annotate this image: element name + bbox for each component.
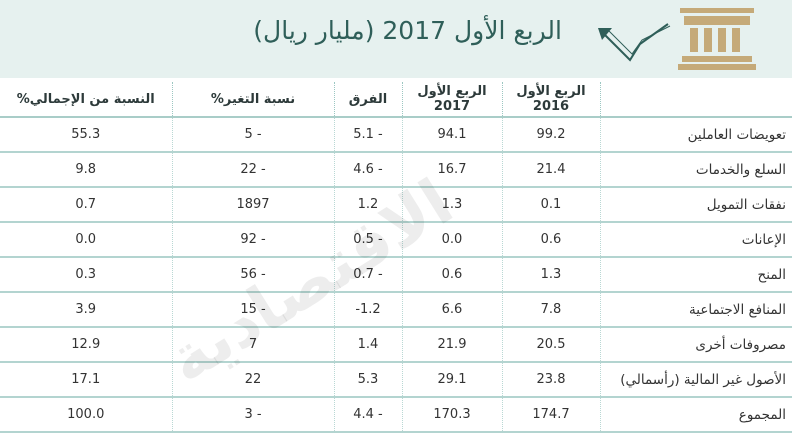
cell-q1-2017: 94.1	[437, 127, 467, 142]
row-label: مصروفات أخرى	[599, 327, 792, 363]
row-label: المجموع	[599, 397, 792, 433]
cell-q1-2016: 0.6	[540, 232, 562, 247]
cell-share-percent: 3.9	[75, 302, 97, 317]
cut-off-title: ▀▀ ▀▀▀▀ ▀ ▀▀▀▀ ▀▀▀ ▀▀▀▀▀▀▀▀▀ ▀▀	[150, 0, 650, 13]
cell-change-percent: 22	[244, 372, 262, 387]
cell-share-percent: 55.3	[71, 127, 101, 142]
cell-share-percent: 12.9	[71, 337, 101, 352]
cell-share-percent: 17.1	[71, 372, 101, 387]
cell-difference: 1.4	[357, 337, 379, 352]
column-header-difference: الفرق	[333, 82, 402, 118]
cell-q1-2016: 23.8	[536, 372, 566, 387]
column-header-change-percent: نسبة التغير%	[171, 82, 334, 118]
table-row-total: المجموع 174.7 170.3 4.4 - 3 - 100.0	[0, 397, 792, 433]
cell-difference: 4.6 -	[353, 162, 383, 177]
cell-share-percent: 100.0	[67, 407, 105, 422]
bank-building-icon	[678, 8, 756, 70]
cell-q1-2016: 1.3	[540, 267, 562, 282]
cell-difference: 5.1 -	[353, 127, 383, 142]
table-row: نفقات التمويل 0.1 1.3 1.2 1897 0.7	[0, 187, 792, 223]
column-header-item	[599, 82, 792, 118]
cell-difference: 5.3	[357, 372, 379, 387]
cell-difference: 4.4 -	[353, 407, 383, 422]
table-row: الأصول غير المالية (رأسمالي) 23.8 29.1 5…	[0, 362, 792, 398]
cell-difference: 1.2	[357, 197, 379, 212]
cell-q1-2017: 170.3	[433, 407, 471, 422]
cell-q1-2016: 21.4	[536, 162, 566, 177]
cell-change-percent: 15 -	[240, 302, 266, 317]
cell-change-percent: 56 -	[240, 267, 266, 282]
column-header-q1-2016: الربع الأول 2016	[501, 82, 600, 118]
budget-table: الربع الأول 2016 الربع الأول 2017 الفرق …	[0, 82, 792, 433]
cell-change-percent: 3 -	[244, 407, 262, 422]
column-header-share-percent: النسبة من الإجمالي%	[0, 82, 172, 118]
cell-q1-2016: 7.8	[540, 302, 562, 317]
header-banner: ▀▀ ▀▀▀▀ ▀ ▀▀▀▀ ▀▀▀ ▀▀▀▀▀▀▀▀▀ ▀▀ الربع ال…	[0, 0, 792, 78]
cell-share-percent: 0.7	[75, 197, 97, 212]
table-row: الإعانات 0.6 0.0 0.5 - 92 - 0.0	[0, 222, 792, 258]
cell-change-percent: 7	[248, 337, 258, 352]
cell-q1-2017: 21.9	[437, 337, 467, 352]
cell-difference: 0.7 -	[353, 267, 383, 282]
cell-q1-2016: 0.1	[540, 197, 562, 212]
row-label: المنح	[599, 257, 792, 293]
cell-share-percent: 0.0	[75, 232, 97, 247]
cell-share-percent: 9.8	[75, 162, 97, 177]
row-label: المنافع الاجتماعية	[599, 292, 792, 328]
cell-difference: 0.5 -	[353, 232, 383, 247]
cell-q1-2017: 6.6	[441, 302, 463, 317]
cell-difference: -1.2	[355, 302, 381, 317]
table-row: تعويضات العاملين 99.2 94.1 5.1 - 5 - 55.…	[0, 117, 792, 153]
table-row: المنح 1.3 0.6 0.7 - 56 - 0.3	[0, 257, 792, 293]
row-label: الإعانات	[599, 222, 792, 258]
cell-q1-2017: 1.3	[441, 197, 463, 212]
row-label: الأصول غير المالية (رأسمالي)	[599, 362, 792, 398]
growth-arrow-icon	[598, 23, 671, 62]
cell-change-percent: 5 -	[244, 127, 262, 142]
table-row: مصروفات أخرى 20.5 21.9 1.4 7 12.9	[0, 327, 792, 363]
table-row: السلع والخدمات 21.4 16.7 4.6 - 22 - 9.8	[0, 152, 792, 188]
column-header-q1-2017: الربع الأول 2017	[401, 82, 502, 118]
cell-q1-2016: 174.7	[532, 407, 570, 422]
cell-share-percent: 0.3	[75, 267, 97, 282]
page-subtitle: الربع الأول 2017 (مليار ريال)	[253, 16, 562, 45]
cell-q1-2016: 20.5	[536, 337, 566, 352]
row-label: نفقات التمويل	[599, 187, 792, 223]
cell-q1-2017: 29.1	[437, 372, 467, 387]
cell-q1-2017: 0.6	[441, 267, 463, 282]
row-label: تعويضات العاملين	[599, 117, 792, 153]
cell-q1-2017: 0.0	[441, 232, 463, 247]
table-row: المنافع الاجتماعية 7.8 6.6 -1.2 15 - 3.9	[0, 292, 792, 328]
cell-change-percent: 92 -	[240, 232, 266, 247]
cell-change-percent: 1897	[236, 197, 270, 212]
cell-q1-2016: 99.2	[536, 127, 566, 142]
table-header-row: الربع الأول 2016 الربع الأول 2017 الفرق …	[0, 82, 792, 118]
cell-change-percent: 22 -	[240, 162, 266, 177]
cell-q1-2017: 16.7	[437, 162, 467, 177]
row-label: السلع والخدمات	[599, 152, 792, 188]
